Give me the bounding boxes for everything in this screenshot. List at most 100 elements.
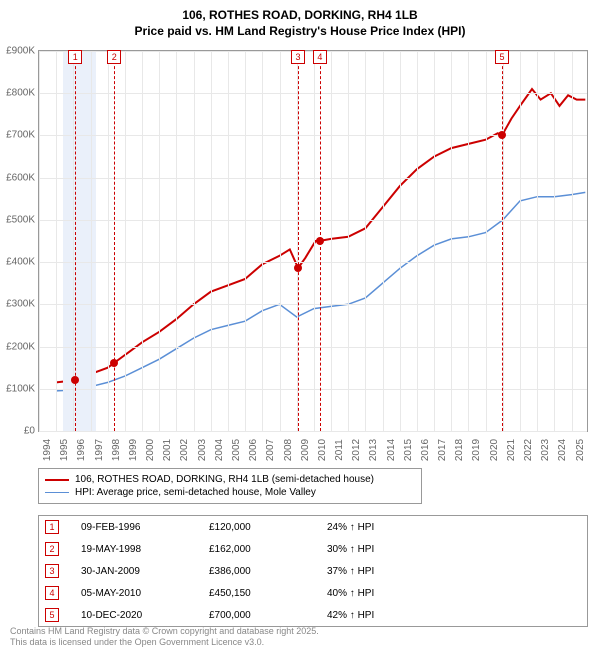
x-axis-label: 2000: [145, 439, 156, 461]
sales-row-pct: 42% ↑ HPI: [327, 610, 457, 621]
x-axis-label: 2010: [317, 439, 328, 461]
sale-marker-line: [114, 51, 115, 431]
sale-marker-line: [502, 51, 503, 431]
grid-line-vertical: [108, 51, 109, 431]
grid-line-vertical: [348, 51, 349, 431]
x-axis-label: 2003: [197, 439, 208, 461]
legend-swatch: [45, 479, 69, 481]
y-axis-label: £500K: [1, 214, 35, 225]
grid-line-vertical: [365, 51, 366, 431]
x-axis-label: 2021: [506, 439, 517, 461]
sales-row-number: 3: [45, 564, 59, 578]
legend-label: HPI: Average price, semi-detached house,…: [75, 487, 316, 498]
grid-line-vertical: [194, 51, 195, 431]
chart-plot-area: £0£100K£200K£300K£400K£500K£600K£700K£80…: [38, 50, 588, 432]
grid-line-vertical: [554, 51, 555, 431]
sales-table-row: 5 10-DEC-2020 £700,000 42% ↑ HPI: [39, 604, 587, 626]
grid-line-horizontal: [39, 431, 587, 432]
x-axis-label: 2022: [523, 439, 534, 461]
grid-line-vertical: [280, 51, 281, 431]
x-axis-label: 2014: [386, 439, 397, 461]
sale-marker-box: 1: [68, 50, 82, 64]
footer-line-1: Contains HM Land Registry data © Crown c…: [10, 626, 319, 636]
sale-marker-box: 4: [313, 50, 327, 64]
grid-line-vertical: [176, 51, 177, 431]
sales-table-row: 219-MAY-1998£162,00030% ↑ HPI: [39, 538, 587, 560]
title-line-1: 106, ROTHES ROAD, DORKING, RH4 1LB: [182, 8, 417, 22]
sale-marker-dot: [71, 376, 79, 384]
x-axis-label: 1998: [111, 439, 122, 461]
x-axis-label: 2012: [351, 439, 362, 461]
y-axis-label: £600K: [1, 172, 35, 183]
legend-swatch: [45, 492, 69, 494]
sales-row-number: 4: [45, 586, 59, 600]
chart-legend: 106, ROTHES ROAD, DORKING, RH4 1LB (semi…: [38, 468, 422, 504]
x-axis-label: 2020: [489, 439, 500, 461]
x-axis-label: 1999: [128, 439, 139, 461]
x-axis-label: 2018: [454, 439, 465, 461]
x-axis-label: 2019: [471, 439, 482, 461]
legend-item: 106, ROTHES ROAD, DORKING, RH4 1LB (semi…: [45, 473, 415, 486]
sales-row-number: 1: [45, 520, 59, 534]
sales-table-row: 330-JAN-2009£386,00037% ↑ HPI: [39, 560, 587, 582]
y-axis-label: £0: [1, 426, 35, 437]
x-axis-label: 2007: [265, 439, 276, 461]
sales-row-date: 10-DEC-2020: [81, 610, 201, 621]
sale-marker-line: [75, 51, 76, 431]
x-axis-label: 1995: [59, 439, 70, 461]
x-axis-label: 2016: [420, 439, 431, 461]
sales-row-price: £120,000: [209, 522, 319, 533]
grid-line-vertical: [331, 51, 332, 431]
y-axis-label: £800K: [1, 88, 35, 99]
grid-line-vertical: [39, 51, 40, 431]
grid-line-vertical: [486, 51, 487, 431]
x-axis-label: 1994: [42, 439, 53, 461]
y-axis-label: £400K: [1, 257, 35, 268]
x-axis-label: 1996: [76, 439, 87, 461]
sales-row-price: £162,000: [209, 544, 319, 555]
grid-line-vertical: [451, 51, 452, 431]
footer-attribution: Contains HM Land Registry data © Crown c…: [10, 626, 319, 648]
sales-row-pct: 40% ↑ HPI: [327, 588, 457, 599]
sales-row-date: 30-JAN-2009: [81, 566, 201, 577]
x-axis-label: 2015: [403, 439, 414, 461]
x-axis-label: 2005: [231, 439, 242, 461]
x-axis-label: 2001: [162, 439, 173, 461]
sales-row-price: £450,150: [209, 588, 319, 599]
x-axis-label: 2004: [214, 439, 225, 461]
sales-row-price: £386,000: [209, 566, 319, 577]
chart-title: 106, ROTHES ROAD, DORKING, RH4 1LB Price…: [0, 0, 600, 39]
grid-line-vertical: [159, 51, 160, 431]
grid-line-vertical: [383, 51, 384, 431]
footer-line-2: This data is licensed under the Open Gov…: [10, 637, 264, 647]
grid-line-vertical: [262, 51, 263, 431]
y-axis-label: £100K: [1, 383, 35, 394]
sales-row-date: 19-MAY-1998: [81, 544, 201, 555]
grid-line-vertical: [417, 51, 418, 431]
grid-line-vertical: [468, 51, 469, 431]
sales-table-row: 109-FEB-1996£120,00024% ↑ HPI: [39, 516, 587, 538]
sale-marker-dot: [498, 131, 506, 139]
sales-row-number: 5: [45, 608, 59, 622]
y-axis-label: £700K: [1, 130, 35, 141]
x-axis-label: 1997: [94, 439, 105, 461]
grid-line-vertical: [125, 51, 126, 431]
x-axis-label: 2006: [248, 439, 259, 461]
grid-line-vertical: [56, 51, 57, 431]
sales-row-price: £700,000: [209, 610, 319, 621]
grid-line-vertical: [503, 51, 504, 431]
title-line-2: Price paid vs. HM Land Registry's House …: [135, 24, 466, 38]
x-axis-label: 2024: [557, 439, 568, 461]
sale-marker-dot: [316, 237, 324, 245]
x-axis-label: 2025: [575, 439, 586, 461]
grid-line-vertical: [400, 51, 401, 431]
grid-line-vertical: [520, 51, 521, 431]
x-axis-label: 2023: [540, 439, 551, 461]
sales-row-date: 05-MAY-2010: [81, 588, 201, 599]
grid-line-vertical: [73, 51, 74, 431]
x-axis-label: 2013: [368, 439, 379, 461]
grid-line-vertical: [245, 51, 246, 431]
sale-marker-dot: [294, 264, 302, 272]
sales-row-number: 2: [45, 542, 59, 556]
sale-marker-line: [298, 51, 299, 431]
